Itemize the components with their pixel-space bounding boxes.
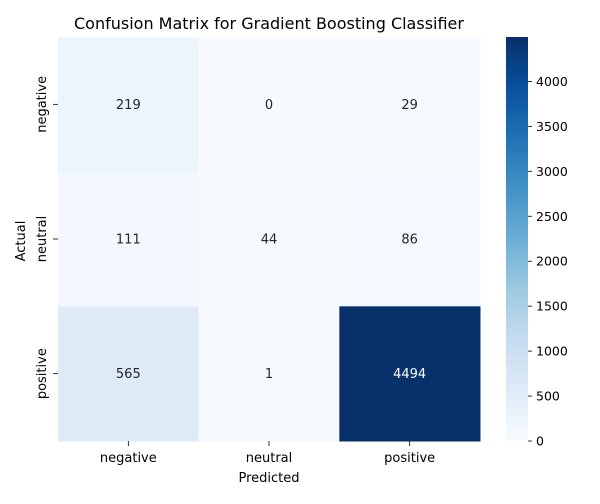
colorbar-tick-label: 3000 xyxy=(536,164,568,179)
y-tick-label: negative xyxy=(35,76,50,133)
x-tick-label: negative xyxy=(100,451,157,466)
y-tick-label: positive xyxy=(35,348,50,399)
cell-value-label: 86 xyxy=(401,233,418,248)
x-tick-label: positive xyxy=(384,451,435,466)
cell-value-label: 4494 xyxy=(393,367,426,382)
heatmap-cell-negative-negative xyxy=(58,37,200,173)
cell-value-label: 565 xyxy=(116,367,141,382)
colorbar-tick-label: 1500 xyxy=(536,299,568,314)
heatmap-cell-negative-neutral xyxy=(198,37,340,173)
heatmap-cell-positive-positive xyxy=(339,306,481,442)
x-tick-label: neutral xyxy=(246,451,293,466)
heatmap-annotations: 219 0 29 111 44 86 565 1 4494 xyxy=(116,98,426,382)
cell-value-label: 219 xyxy=(116,98,141,113)
chart-title: Confusion Matrix for Gradient Boosting C… xyxy=(74,14,464,33)
heatmap-axes: negative neutral positive negative neutral po… xyxy=(35,76,435,466)
colorbar-tick-label: 2000 xyxy=(536,254,568,269)
heatmap-cell-positive-negative xyxy=(58,306,200,442)
cell-value-label: 29 xyxy=(401,98,418,113)
colorbar-tick-label: 3500 xyxy=(536,119,568,134)
colorbar-tick-label: 2500 xyxy=(536,209,568,224)
heatmap-cell-negative-positive xyxy=(339,37,481,173)
colorbar-tick-label: 500 xyxy=(536,389,560,404)
colorbar-tick-label: 0 xyxy=(536,434,544,449)
colorbar-tick-label: 1000 xyxy=(536,344,568,359)
heatmap-cell-neutral-positive xyxy=(339,171,481,307)
cell-value-label: 44 xyxy=(261,233,278,248)
x-axis-label: Predicted xyxy=(238,471,299,486)
colorbar-tick-label: 4000 xyxy=(536,74,568,89)
y-tick-label: neutral xyxy=(35,216,50,263)
cell-value-label: 0 xyxy=(265,98,273,113)
cell-value-label: 1 xyxy=(265,367,273,382)
colorbar: 0 500 1000 1500 2000 2500 3000 3500 4000 xyxy=(506,37,568,449)
colorbar-gradient xyxy=(506,37,528,441)
y-axis-label: Actual xyxy=(14,221,29,262)
heatmap-cell-neutral-neutral xyxy=(198,171,340,307)
heatmap-cell-positive-neutral xyxy=(198,306,340,442)
heatmap-cell-neutral-negative xyxy=(58,171,200,307)
heatmap-cells xyxy=(58,37,481,442)
cell-value-label: 111 xyxy=(116,233,141,248)
